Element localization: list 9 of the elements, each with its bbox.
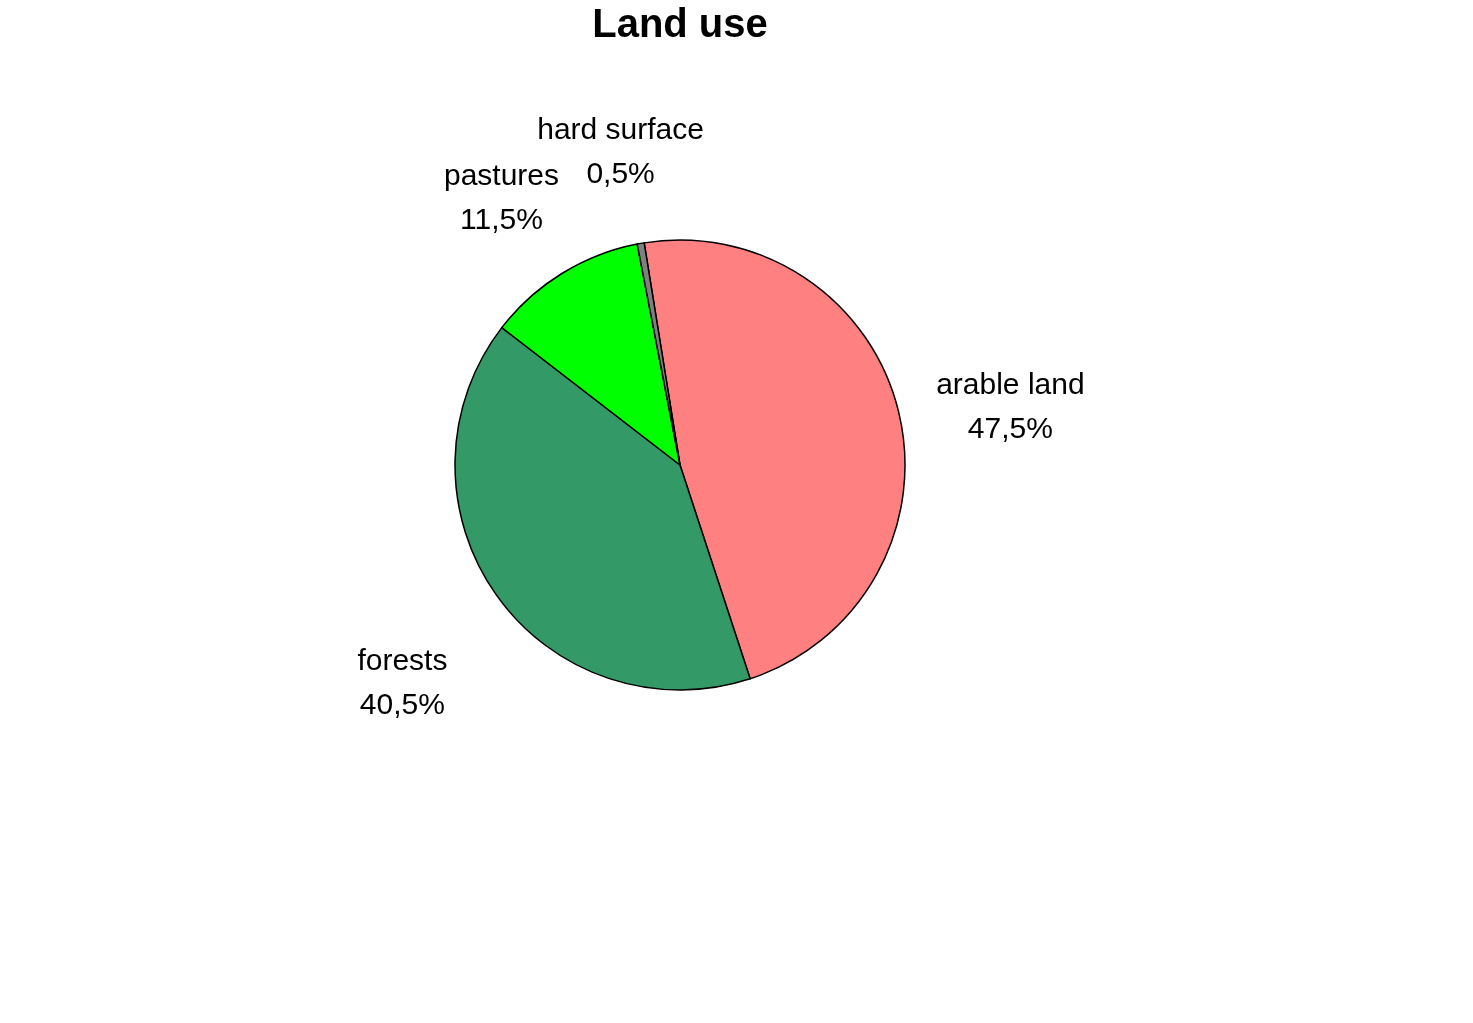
slice-label: pastures bbox=[443, 157, 560, 191]
slice-label: forests bbox=[357, 643, 448, 677]
data-label: 11,5% bbox=[460, 201, 543, 235]
slice-label: arable land bbox=[936, 366, 1085, 400]
slice-label: hard surface bbox=[537, 112, 704, 146]
data-label: 0,5% bbox=[586, 156, 655, 190]
data-label: 40,5% bbox=[359, 687, 445, 721]
chart-title: Land use bbox=[592, 1, 768, 45]
data-label: 47,5% bbox=[967, 410, 1053, 444]
